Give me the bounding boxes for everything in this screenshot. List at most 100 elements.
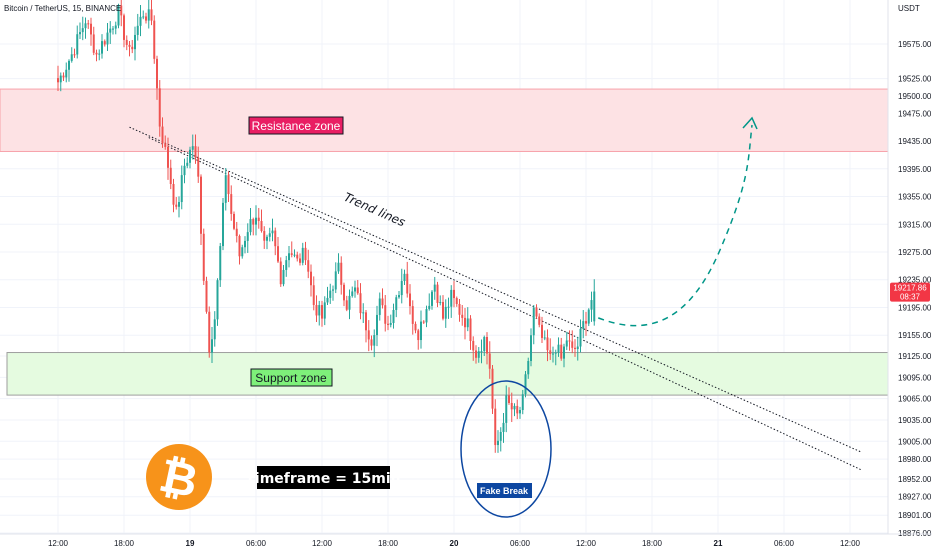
candle <box>348 289 351 320</box>
candle <box>81 16 84 41</box>
candle-body <box>81 28 84 33</box>
candle <box>579 319 582 353</box>
candle <box>76 25 79 59</box>
candle-body <box>106 32 109 45</box>
svg-text:19217.86: 19217.86 <box>893 284 927 293</box>
candle-body <box>323 302 326 319</box>
price-tick-label: 19065.00 <box>898 395 932 404</box>
candle-body <box>532 307 535 336</box>
candle-body <box>208 311 211 353</box>
candle-body <box>57 78 59 83</box>
resistance-zone-label: Resistance zone <box>248 116 344 135</box>
candle-body <box>222 202 224 247</box>
candle <box>257 207 260 229</box>
candle-body <box>282 269 285 285</box>
candle-body <box>90 23 92 35</box>
candle <box>216 278 219 326</box>
candle <box>560 337 563 361</box>
candle-body <box>153 20 156 59</box>
candle-body <box>70 54 73 61</box>
candle <box>318 300 321 326</box>
candle <box>563 343 565 368</box>
candle <box>488 341 491 379</box>
candle <box>351 286 354 298</box>
candle-body <box>128 44 131 47</box>
fake-break-ellipse <box>460 380 552 518</box>
candle <box>345 295 348 312</box>
time-tick-label: 06:00 <box>774 539 795 548</box>
candle <box>568 330 571 351</box>
candle-body <box>337 262 340 272</box>
candle-body <box>587 309 590 324</box>
price-tick-label: 19005.00 <box>898 437 932 446</box>
candle <box>422 320 425 325</box>
candle <box>442 295 444 321</box>
candle <box>125 35 128 51</box>
candle-body <box>582 321 585 329</box>
candle-body <box>139 16 142 26</box>
candle-body <box>527 360 530 375</box>
candle <box>538 313 541 328</box>
candle <box>530 328 532 367</box>
candle <box>263 226 266 249</box>
candle <box>491 364 494 414</box>
candle-body <box>425 309 428 323</box>
candle <box>340 256 343 295</box>
candle-body <box>186 162 189 166</box>
candle-body <box>513 405 516 410</box>
candle-body <box>169 167 172 185</box>
candle-body <box>345 300 348 310</box>
candle-body <box>477 351 480 358</box>
candle-body <box>403 273 406 281</box>
price-axis-panel[interactable] <box>888 0 932 534</box>
candle <box>205 276 208 314</box>
candle-body <box>414 323 417 331</box>
candle <box>290 241 293 258</box>
candle-body <box>205 280 208 312</box>
candle <box>513 403 516 417</box>
candle <box>458 298 461 322</box>
candle-body <box>257 217 260 221</box>
candle <box>224 168 227 211</box>
candle-body <box>167 146 169 168</box>
time-axis[interactable]: 12:00 18:00 19 06:00 12:00 18:00 20 06:00 12:00 1… <box>48 539 861 548</box>
candle <box>131 39 134 54</box>
candle-body <box>420 321 422 341</box>
candle <box>260 209 263 233</box>
candle <box>296 251 299 262</box>
candle-body <box>271 230 274 234</box>
price-tick-label: 19435.00 <box>898 137 932 146</box>
candle <box>112 26 114 35</box>
candle-body <box>458 303 461 315</box>
candle-body <box>329 290 332 298</box>
time-tick-label: 12:00 <box>840 539 861 548</box>
candles[interactable] <box>57 0 596 453</box>
candle <box>202 228 205 285</box>
candle <box>106 22 109 51</box>
candle <box>139 4 142 37</box>
candle-body <box>263 231 266 241</box>
candle-body <box>439 302 442 304</box>
candle <box>461 304 464 326</box>
candle <box>486 332 488 365</box>
candle <box>433 276 436 300</box>
candle-body <box>172 184 175 205</box>
candle <box>409 284 411 315</box>
candle <box>145 12 147 24</box>
candle <box>90 17 92 46</box>
candle-body <box>334 271 337 290</box>
fake-break-annotation: Fake Break <box>460 380 552 518</box>
candle <box>252 217 255 236</box>
candle <box>400 268 403 304</box>
candle <box>120 0 123 27</box>
candle-body <box>103 41 106 45</box>
candle-body <box>293 254 296 256</box>
candle-body <box>178 202 180 207</box>
candle-body <box>98 53 101 55</box>
trend-line-1 <box>129 126 862 453</box>
candle <box>541 316 543 343</box>
time-tick-label: 18:00 <box>642 539 663 548</box>
candle-body <box>123 15 125 40</box>
candle <box>241 244 244 259</box>
price-tick-label: 19195.00 <box>898 303 932 312</box>
